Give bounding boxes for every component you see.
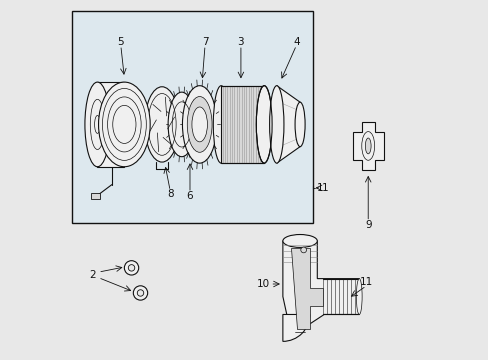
Text: 3: 3	[237, 37, 244, 47]
Text: 9: 9	[364, 220, 371, 230]
Ellipse shape	[133, 286, 147, 300]
Bar	[221, 86, 264, 163]
Bar	[97, 82, 124, 167]
Ellipse shape	[365, 138, 370, 154]
Ellipse shape	[300, 247, 306, 253]
Ellipse shape	[269, 86, 284, 163]
Text: 8: 8	[166, 189, 173, 199]
Text: 6: 6	[186, 191, 193, 201]
Polygon shape	[282, 241, 359, 336]
Ellipse shape	[124, 261, 139, 275]
Ellipse shape	[294, 102, 305, 147]
Text: 11: 11	[359, 277, 372, 287]
Text: 10: 10	[256, 279, 269, 289]
Polygon shape	[276, 86, 300, 163]
Polygon shape	[290, 248, 323, 329]
Wedge shape	[282, 315, 309, 341]
Ellipse shape	[256, 86, 271, 163]
Ellipse shape	[144, 87, 179, 162]
Text: 1: 1	[322, 183, 328, 193]
Ellipse shape	[213, 86, 228, 163]
Ellipse shape	[356, 279, 362, 315]
Ellipse shape	[191, 107, 207, 142]
Bar	[72, 12, 312, 223]
Polygon shape	[352, 122, 383, 170]
Bar	[91, 193, 100, 199]
Ellipse shape	[168, 92, 195, 157]
Ellipse shape	[361, 132, 374, 160]
Text: 1: 1	[317, 183, 323, 193]
Ellipse shape	[187, 96, 212, 152]
Ellipse shape	[99, 82, 150, 167]
Ellipse shape	[85, 82, 110, 167]
Ellipse shape	[182, 86, 217, 163]
Text: 2: 2	[89, 270, 95, 280]
Text: 5: 5	[117, 37, 124, 47]
Ellipse shape	[90, 99, 104, 149]
Text: 7: 7	[202, 37, 208, 47]
Text: 4: 4	[293, 37, 299, 47]
Ellipse shape	[94, 116, 100, 134]
Ellipse shape	[137, 290, 143, 296]
Ellipse shape	[282, 234, 317, 247]
Ellipse shape	[128, 265, 135, 271]
